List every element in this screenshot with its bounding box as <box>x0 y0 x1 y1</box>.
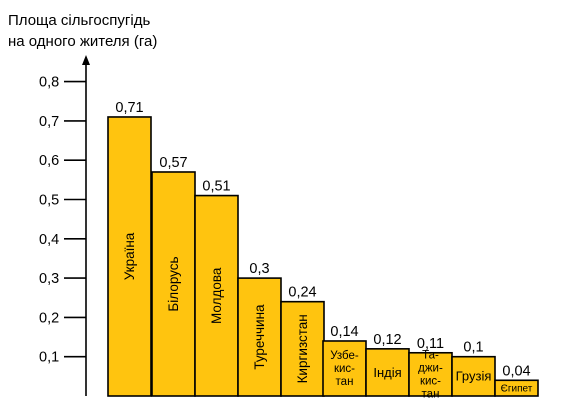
y-axis-label-line-2: на одного жителя (га) <box>8 33 158 50</box>
bar <box>365 348 410 397</box>
category-label: Молдова <box>209 267 224 324</box>
category-label: Туреччина <box>252 304 267 370</box>
bar <box>494 379 539 397</box>
bar-value-label: 0,3 <box>249 261 269 277</box>
bar-value-label: 0,24 <box>288 285 316 301</box>
bar <box>280 300 325 397</box>
y-tick-label: 0,5 <box>39 193 59 209</box>
bar-value-label: 0,71 <box>115 100 143 116</box>
bar-value-label: 0,11 <box>417 336 444 352</box>
category-label-line: тан <box>422 388 440 400</box>
y-tick-label: 0,3 <box>39 271 59 287</box>
category-label: Грузія <box>456 369 492 384</box>
bar-value-label: 0,51 <box>202 179 230 195</box>
category-label-line: тан <box>336 376 354 388</box>
category-label-line: кис- <box>334 363 355 375</box>
bar <box>451 355 496 397</box>
bar <box>107 116 152 397</box>
y-tick-label: 0,4 <box>39 232 59 248</box>
category-label-line: Та- <box>422 349 439 361</box>
category-label-line: Узбе- <box>330 350 359 362</box>
bar <box>322 340 367 397</box>
bar-value-label: 0,04 <box>502 363 530 379</box>
category-label: Киргизстан <box>295 314 310 383</box>
bar-value-label: 0,1 <box>463 340 483 356</box>
category-label-line: джи- <box>418 362 443 374</box>
y-tick-label: 0,2 <box>39 310 59 326</box>
bar <box>408 351 453 397</box>
y-axis-label-line-1: Площа сільгоспугідь <box>8 12 151 29</box>
category-label: Білорусь <box>166 256 181 311</box>
bar-value-label: 0,57 <box>159 155 187 171</box>
y-tick-label: 0,8 <box>39 75 59 91</box>
y-axis-label: Площа сільгоспугідь на одного жителя (га… <box>8 10 157 52</box>
category-label: Україна <box>122 232 137 280</box>
y-tick-label: 0,6 <box>39 153 59 169</box>
bar-value-label: 0,12 <box>373 332 401 348</box>
y-tick-label: 0,7 <box>39 114 59 130</box>
y-tick-label: 0,1 <box>39 350 59 366</box>
bar-value-label: 0,14 <box>330 324 358 340</box>
y-axis-arrow <box>82 55 90 65</box>
category-label-line: кис- <box>420 375 441 387</box>
category-label: Індія <box>373 365 401 380</box>
category-label: Єгипет <box>501 383 533 394</box>
